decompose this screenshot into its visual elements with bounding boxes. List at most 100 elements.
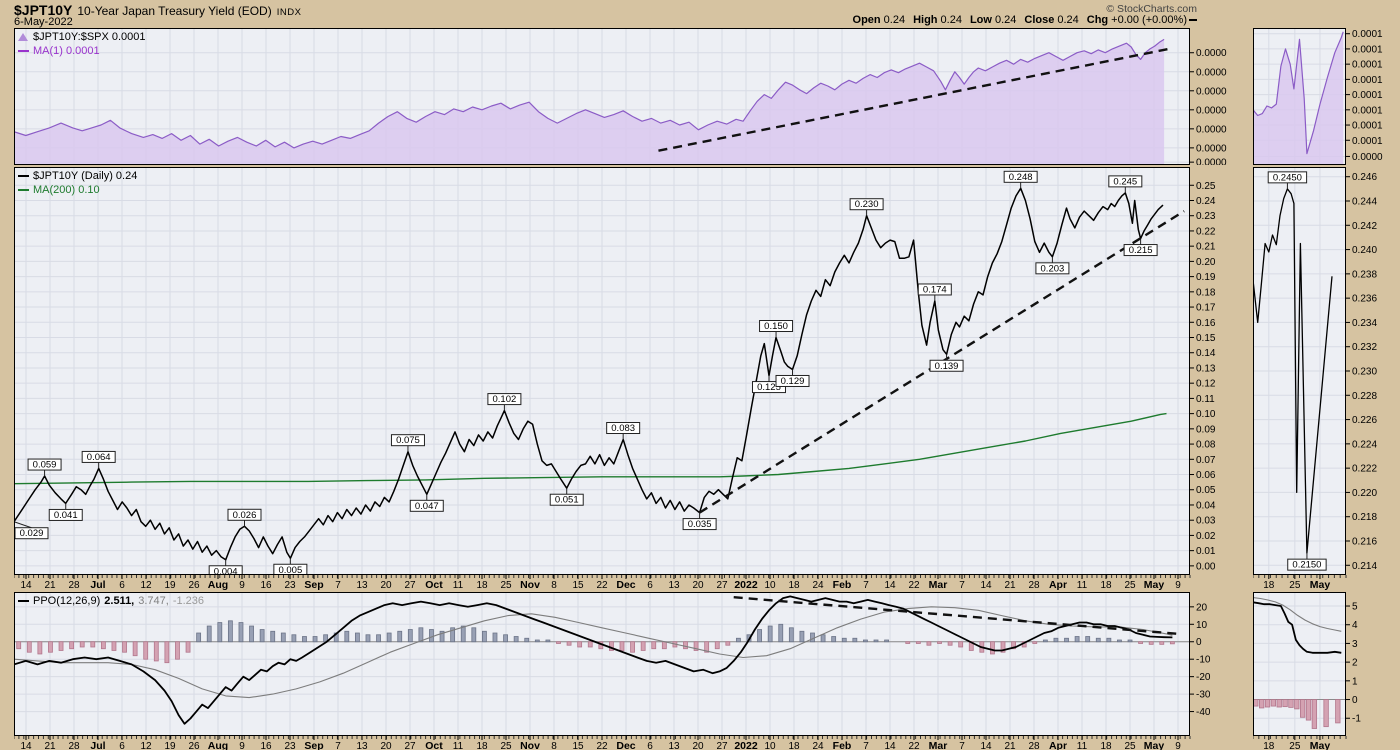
svg-text:6: 6 — [647, 580, 653, 590]
ppo-value-3: -1.236 — [172, 595, 205, 607]
ppo-zoom-panel: 5 4 3 2 1 0 -1 — [1252, 592, 1400, 741]
svg-text:Oct: Oct — [425, 579, 443, 590]
svg-text:25: 25 — [500, 741, 512, 750]
svg-text:0: 0 — [1352, 695, 1358, 706]
svg-text:0.232: 0.232 — [1352, 342, 1377, 353]
svg-text:0.029: 0.029 — [20, 528, 44, 539]
chart-header: $JPT10Y 10-Year Japan Treasury Yield (EOD… — [14, 2, 301, 20]
svg-text:0.12: 0.12 — [1196, 379, 1216, 390]
svg-text:28: 28 — [1028, 580, 1040, 590]
svg-text:18: 18 — [476, 580, 488, 590]
date-axis-svg: 14 21 28 Jul 6 12 19 26 Aug 9 16 23 Sep 7 13 20 27 Oct 11 1… — [13, 736, 1191, 750]
svg-text:0.0000: 0.0000 — [1196, 158, 1227, 165]
svg-text:18: 18 — [1263, 580, 1275, 590]
svg-text:22: 22 — [596, 580, 608, 590]
svg-text:23: 23 — [284, 580, 296, 590]
svg-text:25: 25 — [1124, 741, 1136, 750]
svg-text:0.0000: 0.0000 — [1196, 105, 1227, 116]
svg-text:0.11: 0.11 — [1196, 394, 1215, 405]
svg-text:28: 28 — [68, 580, 80, 590]
svg-text:7: 7 — [959, 741, 965, 750]
svg-text:0.228: 0.228 — [1352, 391, 1377, 402]
svg-text:13: 13 — [356, 741, 368, 750]
svg-text:7: 7 — [335, 741, 341, 750]
svg-text:13: 13 — [356, 580, 368, 590]
svg-text:0.0001: 0.0001 — [1352, 60, 1383, 71]
svg-text:0.09: 0.09 — [1196, 424, 1216, 435]
svg-text:0.15: 0.15 — [1196, 333, 1216, 344]
svg-text:28: 28 — [1028, 741, 1040, 750]
price_panel-svg: 0.029 0.059 0.041 0.064 0.004 0.026 0.005 0.075… — [13, 167, 1216, 578]
svg-text:25: 25 — [1289, 741, 1301, 750]
svg-text:0.02: 0.02 — [1196, 531, 1216, 542]
svg-text:20: 20 — [692, 580, 704, 590]
svg-text:0.2150: 0.2150 — [1292, 560, 1321, 571]
svg-text:21: 21 — [1004, 580, 1016, 590]
page-title: 10-Year Japan Treasury Yield (EOD) — [77, 4, 272, 18]
svg-text:19: 19 — [164, 580, 176, 590]
svg-text:0.224: 0.224 — [1352, 439, 1377, 450]
svg-text:0.242: 0.242 — [1352, 221, 1377, 232]
svg-text:0.0001: 0.0001 — [1352, 44, 1383, 55]
exchange-label: INDX — [276, 7, 302, 18]
svg-text:0.026: 0.026 — [233, 510, 257, 521]
chg-value: +0.00 (+0.00%) — [1111, 14, 1187, 26]
svg-text:2022: 2022 — [734, 579, 758, 590]
svg-text:0.035: 0.035 — [688, 519, 712, 530]
low-value: 0.24 — [994, 14, 1017, 26]
svg-text:Dec: Dec — [616, 740, 635, 750]
svg-text:Jul: Jul — [90, 579, 105, 590]
svg-text:22: 22 — [908, 580, 920, 590]
svg-text:0.17: 0.17 — [1196, 303, 1216, 314]
svg-text:0.129: 0.129 — [781, 376, 805, 387]
svg-text:0.245: 0.245 — [1113, 176, 1137, 187]
ratio-legend-symbol: $JPT10Y:$SPX 0.0001 — [33, 31, 146, 43]
svg-text:Sep: Sep — [304, 740, 323, 750]
svg-text:0: 0 — [1196, 637, 1202, 648]
svg-text:0.248: 0.248 — [1009, 172, 1033, 183]
svg-text:2: 2 — [1352, 658, 1358, 669]
svg-text:0.14: 0.14 — [1196, 348, 1216, 359]
svg-text:1: 1 — [1352, 676, 1358, 687]
svg-text:20: 20 — [380, 741, 392, 750]
svg-text:28: 28 — [68, 741, 80, 750]
svg-text:10: 10 — [764, 580, 776, 590]
svg-text:9: 9 — [239, 580, 245, 590]
svg-text:0.0001: 0.0001 — [1352, 136, 1383, 147]
svg-text:0.005: 0.005 — [278, 565, 302, 575]
mini_price-svg: 0.2450 0.2150 0.246 0.244 0.242 0.240 0.238 0.2… — [1252, 167, 1377, 575]
svg-text:-40: -40 — [1196, 707, 1211, 718]
ratio_panel-svg: 0.0000 0.0000 0.0000 0.0000 0.0000 0.0000 0.00… — [13, 28, 1227, 169]
svg-text:0.05: 0.05 — [1196, 485, 1216, 496]
svg-text:0.244: 0.244 — [1352, 197, 1377, 208]
mini_ratio-svg: 0.0001 0.0001 0.0001 0.0001 0.0001 0.0001 0.00… — [1252, 28, 1383, 165]
svg-text:25: 25 — [1289, 580, 1301, 590]
symbol: $JPT10Y — [14, 2, 73, 18]
svg-text:Nov: Nov — [520, 740, 540, 750]
ppo-legend-name: PPO(12,26,9) — [33, 595, 101, 607]
open-label: Open — [852, 14, 881, 26]
svg-text:0.214: 0.214 — [1352, 561, 1377, 572]
svg-text:11: 11 — [453, 741, 464, 750]
date-axis-svg: 18 25 May — [1252, 575, 1347, 591]
svg-text:0.236: 0.236 — [1352, 294, 1377, 305]
svg-text:0.16: 0.16 — [1196, 318, 1216, 329]
svg-text:4: 4 — [1352, 620, 1358, 631]
close-line-swatch-icon — [1189, 19, 1197, 21]
svg-text:0.0000: 0.0000 — [1196, 124, 1227, 135]
svg-text:10: 10 — [764, 741, 776, 750]
svg-text:0.0000: 0.0000 — [1196, 143, 1227, 154]
svg-text:18: 18 — [788, 580, 800, 590]
svg-text:May: May — [1144, 740, 1165, 750]
svg-text:3: 3 — [1352, 639, 1358, 650]
svg-text:27: 27 — [716, 580, 728, 590]
svg-text:6: 6 — [647, 741, 653, 750]
svg-text:0.0001: 0.0001 — [1352, 29, 1383, 40]
svg-text:11: 11 — [1077, 580, 1088, 590]
svg-text:Sep: Sep — [304, 579, 323, 590]
price-legend-row2: MA(200) 0.10 — [18, 184, 100, 196]
svg-text:27: 27 — [404, 580, 416, 590]
svg-text:0.0000: 0.0000 — [1196, 48, 1227, 59]
svg-text:0.047: 0.047 — [415, 501, 439, 512]
svg-text:0.150: 0.150 — [764, 321, 788, 332]
